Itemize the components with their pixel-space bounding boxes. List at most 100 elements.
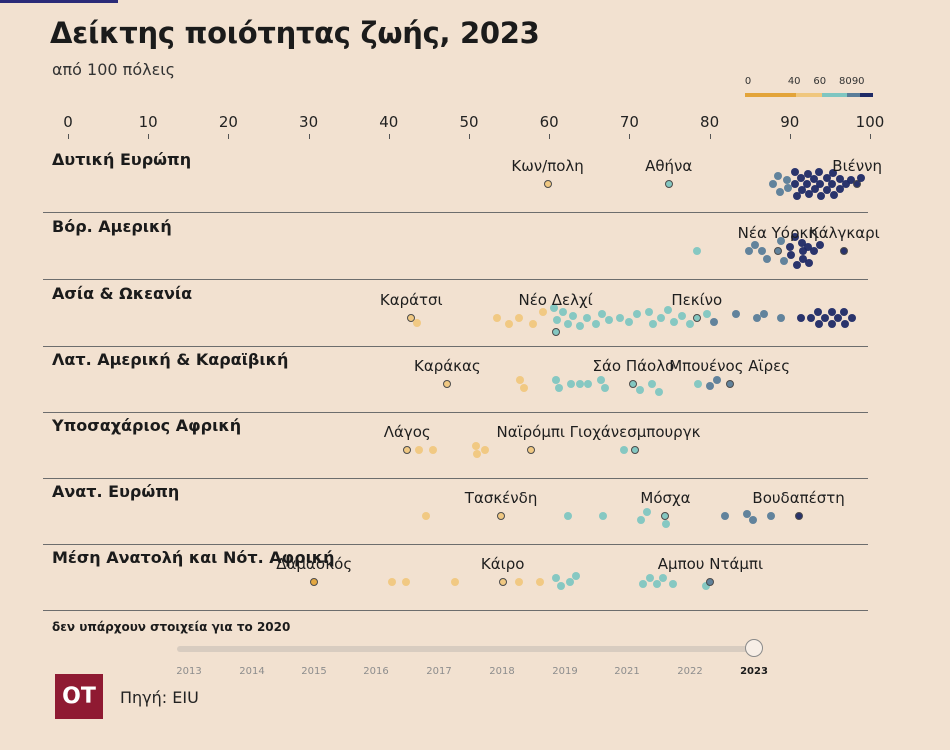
data-point <box>498 578 507 586</box>
city-annotation: Καράκας <box>414 357 481 375</box>
data-point <box>785 243 794 251</box>
data-point <box>564 512 573 520</box>
x-axis-tick-label: 70 <box>619 113 639 131</box>
data-point <box>659 574 668 582</box>
data-point <box>805 190 814 198</box>
data-point <box>840 308 849 316</box>
data-point <box>598 512 607 520</box>
city-annotation: Βουδαπέστη <box>752 489 845 507</box>
data-point <box>815 168 824 176</box>
color-legend: 0 40 60 80 90 <box>745 76 873 106</box>
data-point <box>790 180 799 188</box>
data-point <box>575 322 584 330</box>
legend-tick-label: 60 <box>813 76 827 87</box>
data-point <box>649 320 658 328</box>
data-point <box>572 572 581 580</box>
data-point <box>668 580 677 588</box>
data-point <box>760 310 769 318</box>
region-divider <box>43 212 868 213</box>
x-axis-tick-label: 60 <box>539 113 559 131</box>
data-point <box>817 192 826 200</box>
city-annotation: Βιέννη <box>832 157 883 175</box>
data-point <box>701 582 710 590</box>
data-point <box>799 255 808 263</box>
x-axis-tick-label: 10 <box>138 113 158 131</box>
data-point <box>823 186 832 194</box>
data-point <box>310 578 319 586</box>
data-point <box>827 308 836 316</box>
x-axis-tick-label: 0 <box>63 113 73 131</box>
data-point <box>804 170 813 178</box>
data-point <box>809 175 818 183</box>
year-slider-track[interactable] <box>177 646 757 652</box>
region-divider <box>43 279 868 280</box>
top-accent-rule <box>0 0 118 3</box>
data-point <box>631 446 639 454</box>
data-point <box>776 188 785 196</box>
x-axis-tick-label: 30 <box>299 113 319 131</box>
data-point <box>787 251 796 259</box>
data-point <box>493 314 502 322</box>
timeline-year-2015[interactable]: 2015 <box>301 666 327 677</box>
data-point <box>550 304 558 312</box>
data-point <box>797 239 806 247</box>
city-annotation: Μόσχα <box>640 489 691 507</box>
data-point <box>535 578 544 586</box>
data-point <box>846 176 855 184</box>
city-annotation: Ναϊρόμπι <box>496 423 566 441</box>
data-point <box>663 306 672 314</box>
data-point <box>596 376 605 384</box>
region-label: Δυτική Ευρώπη <box>52 150 192 169</box>
data-point <box>766 512 775 520</box>
data-point <box>835 175 844 183</box>
city-annotation: Κων/πολη <box>511 157 584 175</box>
year-slider-handle[interactable] <box>745 639 763 657</box>
timeline-year-2016[interactable]: 2016 <box>363 666 389 677</box>
city-annotation: Κάιρο <box>480 555 525 573</box>
timeline-year-2017[interactable]: 2017 <box>426 666 452 677</box>
x-axis-tick-label: 90 <box>780 113 800 131</box>
data-point <box>797 186 806 194</box>
data-point <box>828 320 837 328</box>
data-point <box>428 446 437 454</box>
data-point <box>584 380 593 388</box>
data-point <box>388 578 396 586</box>
data-point <box>809 247 818 255</box>
data-point <box>564 320 573 328</box>
data-point <box>773 247 782 255</box>
data-point <box>712 376 721 384</box>
data-point <box>554 384 563 392</box>
data-point <box>797 174 806 182</box>
data-point <box>744 247 753 255</box>
data-point <box>566 380 575 388</box>
timeline-year-2018[interactable]: 2018 <box>489 666 515 677</box>
timeline-year-2014[interactable]: 2014 <box>239 666 265 677</box>
legend-color-band <box>860 93 873 97</box>
x-axis-tick-mark <box>870 134 871 139</box>
data-point <box>821 314 830 322</box>
data-point <box>757 247 766 255</box>
region-label: Ασία & Ωκεανία <box>52 284 193 303</box>
data-point <box>514 578 523 586</box>
region-divider <box>43 412 868 413</box>
region-label: Βόρ. Αμερική <box>52 217 172 236</box>
timeline-year-2023[interactable]: 2023 <box>740 666 768 677</box>
data-point <box>692 247 701 255</box>
data-point <box>472 442 481 450</box>
timeline-year-2022[interactable]: 2022 <box>677 666 703 677</box>
timeline-year-2019[interactable]: 2019 <box>552 666 578 677</box>
city-annotation: Καράτσι <box>379 291 443 309</box>
x-axis-tick-label: 40 <box>379 113 399 131</box>
data-point <box>625 318 634 326</box>
data-point <box>421 512 430 520</box>
city-annotation: Δαμασκός <box>276 555 353 573</box>
city-annotation: Αμπου Ντάμπι <box>657 555 764 573</box>
data-point <box>473 450 482 458</box>
timeline-year-2013[interactable]: 2013 <box>176 666 202 677</box>
data-point <box>857 174 866 182</box>
legend-color-band <box>745 93 797 97</box>
timeline-year-2021[interactable]: 2021 <box>614 666 640 677</box>
data-point <box>582 314 591 322</box>
ot-logo: ΟΤ <box>55 674 103 719</box>
data-point <box>841 180 850 188</box>
